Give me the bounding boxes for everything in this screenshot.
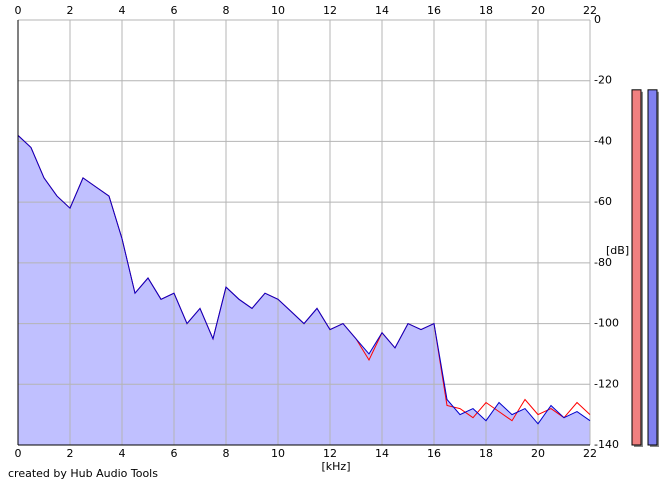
y-tick-label: -140: [594, 438, 619, 451]
y-axis-label: [dB]: [606, 244, 629, 257]
y-tick-label: 0: [594, 13, 601, 26]
x-tick-label: 22: [583, 4, 597, 17]
x-tick-label: 2: [67, 447, 74, 460]
x-tick-label: 18: [479, 4, 493, 17]
x-tick-label: 8: [223, 447, 230, 460]
x-tick-label: 4: [119, 447, 126, 460]
x-tick-label: 20: [531, 4, 545, 17]
x-tick-label: 14: [375, 447, 389, 460]
level-meter: [647, 89, 658, 446]
x-tick-label: 6: [171, 4, 178, 17]
y-tick-label: -40: [594, 134, 612, 147]
x-tick-label: 12: [323, 447, 337, 460]
x-tick-label: 18: [479, 447, 493, 460]
x-axis-label: [kHz]: [322, 460, 351, 473]
y-tick-label: -100: [594, 317, 619, 330]
footer: created by Hub Audio Tools: [8, 467, 158, 480]
x-tick-label: 2: [67, 4, 74, 17]
x-tick-label: 4: [119, 4, 126, 17]
x-tick-label: 16: [427, 447, 441, 460]
x-tick-label: 20: [531, 447, 545, 460]
level-meter: [631, 89, 642, 446]
x-tick-label: 0: [15, 4, 22, 17]
x-tick-label: 0: [15, 447, 22, 460]
x-tick-label: 6: [171, 447, 178, 460]
y-tick-label: -120: [594, 377, 619, 390]
spectrum-line: [17, 135, 591, 425]
x-tick-label: 8: [223, 4, 230, 17]
x-tick-label: 10: [271, 4, 285, 17]
x-tick-label: 12: [323, 4, 337, 17]
y-tick-label: -80: [594, 256, 612, 269]
x-tick-label: 22: [583, 447, 597, 460]
x-tick-label: 16: [427, 4, 441, 17]
spectrum-area: [18, 135, 590, 445]
y-tick-label: -60: [594, 195, 612, 208]
y-tick-label: -20: [594, 74, 612, 87]
x-tick-label: 14: [375, 4, 389, 17]
x-tick-label: 10: [271, 447, 285, 460]
